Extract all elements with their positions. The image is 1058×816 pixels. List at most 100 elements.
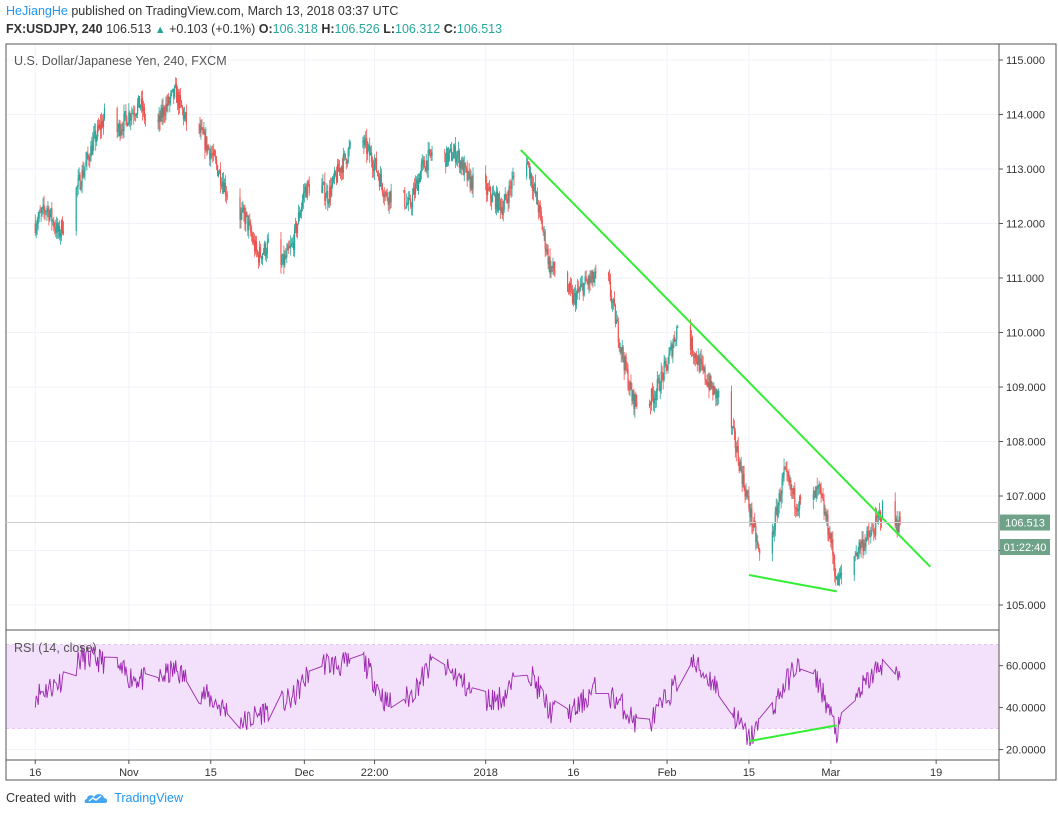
- time-tick-label: 19: [930, 767, 942, 779]
- candle-body: [527, 161, 529, 165]
- candle-body: [419, 171, 421, 182]
- candle-body: [778, 493, 780, 506]
- candle-body: [658, 378, 660, 391]
- candle-body: [298, 212, 301, 218]
- candle-body: [535, 192, 537, 195]
- candle-body: [670, 344, 672, 349]
- candle-body: [431, 152, 433, 156]
- candle-body: [407, 202, 409, 205]
- candle-body: [538, 205, 540, 213]
- candle-body: [93, 134, 95, 141]
- candle-body: [834, 563, 836, 577]
- candle-body: [334, 171, 337, 176]
- candle-body: [125, 111, 127, 117]
- candle-body: [100, 121, 103, 130]
- candle-body: [855, 552, 857, 556]
- candle-body: [281, 263, 283, 265]
- candle-body: [256, 251, 259, 255]
- candle-body: [42, 204, 44, 209]
- candle-body: [429, 149, 431, 155]
- candle-body: [218, 170, 221, 174]
- price-pane-title: U.S. Dollar/Japanese Yen, 240, FXCM: [14, 54, 227, 68]
- candle-body: [620, 347, 622, 354]
- candle-body: [169, 99, 171, 104]
- candle-body: [122, 129, 124, 131]
- candle-body: [339, 168, 342, 173]
- candle-body: [428, 149, 430, 151]
- candle-body: [491, 193, 494, 202]
- candle-body: [617, 321, 619, 343]
- candle-body: [381, 183, 383, 193]
- candle-body: [41, 208, 43, 212]
- candle-body: [37, 218, 39, 225]
- candle-body: [413, 187, 416, 195]
- candle-body: [495, 191, 498, 210]
- candle-body: [648, 403, 651, 407]
- candle-body: [99, 123, 101, 129]
- candle-body: [178, 94, 181, 108]
- price-tick-label: 107.000: [1006, 491, 1046, 503]
- candle-body: [526, 164, 528, 177]
- candle-body: [653, 398, 655, 404]
- candle-body: [164, 114, 166, 116]
- candle-body: [707, 381, 709, 386]
- rsi-axis[interactable]: 60.0000 40.0000 20.0000: [999, 661, 1046, 757]
- time-axis[interactable]: 16 Nov 15 Dec 22:00 2018 16 Feb 15 Mar 19: [29, 760, 942, 779]
- candle-body: [267, 239, 269, 243]
- tradingview-link[interactable]: TradingView: [114, 791, 183, 805]
- candle-body: [53, 220, 55, 228]
- candle-body: [343, 153, 345, 155]
- candle-body: [817, 486, 819, 490]
- candle-body: [248, 221, 250, 231]
- author-link[interactable]: HeJiangHe: [6, 4, 68, 18]
- candle-body: [838, 574, 840, 586]
- candle-body: [411, 206, 413, 208]
- candle-body: [753, 520, 755, 528]
- candle-body: [160, 108, 162, 122]
- candle-body: [460, 160, 462, 169]
- candle-body: [36, 224, 38, 228]
- candle-body: [628, 388, 630, 390]
- candle-body: [157, 119, 159, 123]
- candle-body: [635, 394, 637, 403]
- candle-body: [380, 174, 382, 184]
- footer: Created with TradingView: [6, 791, 183, 805]
- candle-body: [455, 157, 458, 162]
- candle-body: [876, 515, 878, 517]
- candle-body: [816, 487, 818, 490]
- candle-body: [698, 355, 700, 372]
- candle-body: [868, 531, 870, 537]
- candle-body: [743, 473, 745, 488]
- price-trendline: [520, 149, 932, 568]
- last-price: 106.513: [106, 22, 152, 36]
- candle-body: [258, 247, 261, 263]
- candle-body: [674, 337, 676, 341]
- candle-body: [59, 226, 61, 237]
- candle-body: [607, 272, 610, 277]
- candle-body: [625, 356, 627, 370]
- candle-body: [409, 197, 411, 199]
- rsi-trendline: [748, 724, 837, 743]
- candle-body: [650, 388, 653, 405]
- candle-body: [447, 148, 449, 163]
- candle-body: [208, 146, 210, 150]
- candle-body: [630, 381, 632, 391]
- candle-body: [824, 512, 826, 515]
- candle-body: [427, 150, 429, 171]
- candle-body: [300, 206, 303, 213]
- candle-body: [875, 515, 877, 536]
- candle-body: [554, 270, 556, 273]
- candle-body: [289, 247, 291, 249]
- candle-body: [210, 153, 212, 160]
- candle-body: [470, 176, 472, 189]
- price-axis[interactable]: 115.000 114.000 113.000 112.000 111.000 110.0…: [999, 55, 1046, 612]
- candle-body: [731, 426, 733, 428]
- candle-body: [748, 495, 750, 509]
- candle-body: [34, 223, 36, 234]
- candle-body: [591, 271, 593, 279]
- candle-body: [366, 138, 368, 154]
- countdown-text: 01:22:40: [1004, 542, 1047, 554]
- rsi-tick-label: 40.0000: [1006, 703, 1046, 715]
- candle-body: [404, 190, 406, 207]
